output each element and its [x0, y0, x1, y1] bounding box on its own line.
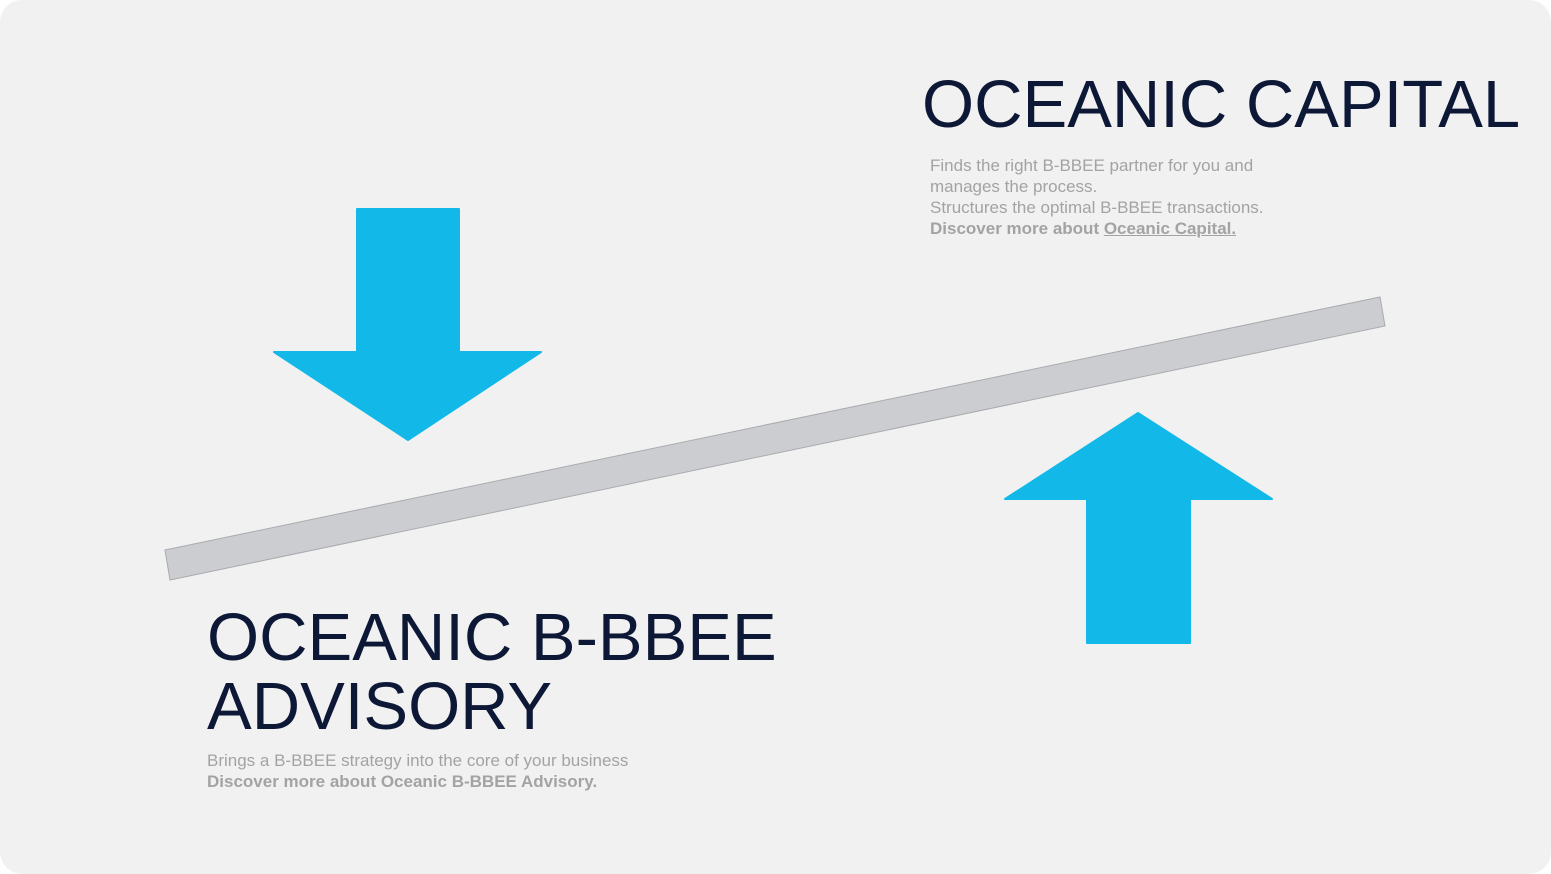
capital-description-line: manages the process. [930, 177, 1098, 196]
capital-cta-prefix: Discover more about [930, 219, 1104, 238]
up-arrow-icon [1004, 412, 1273, 644]
advisory-title-line: ADVISORY [207, 669, 553, 744]
advisory-description-line: Brings a B-BBEE strategy into the core o… [207, 751, 629, 770]
capital-description-line: Structures the optimal B-BBEE transactio… [930, 198, 1264, 217]
advisory-description: Brings a B-BBEE strategy into the core o… [207, 750, 628, 792]
capital-discover-link[interactable]: Oceanic Capital. [1103, 219, 1237, 238]
advisory-title-line: OCEANIC B-BBEE [207, 600, 777, 675]
down-arrow-icon [273, 208, 542, 441]
seesaw-lever [164, 296, 1386, 581]
capital-description-line: Finds the right B-BBEE partner for you a… [930, 156, 1254, 175]
advisory-title: OCEANIC B-BBEE ADVISORY [207, 603, 777, 741]
capital-description: Finds the right B-BBEE partner for you a… [930, 155, 1264, 239]
advisory-discover-link[interactable]: Discover more about Oceanic B-BBEE Advis… [207, 772, 598, 791]
capital-title: OCEANIC CAPITAL [922, 67, 1521, 142]
capital-discover-more: Discover more about Oceanic Capital. [930, 218, 1264, 239]
